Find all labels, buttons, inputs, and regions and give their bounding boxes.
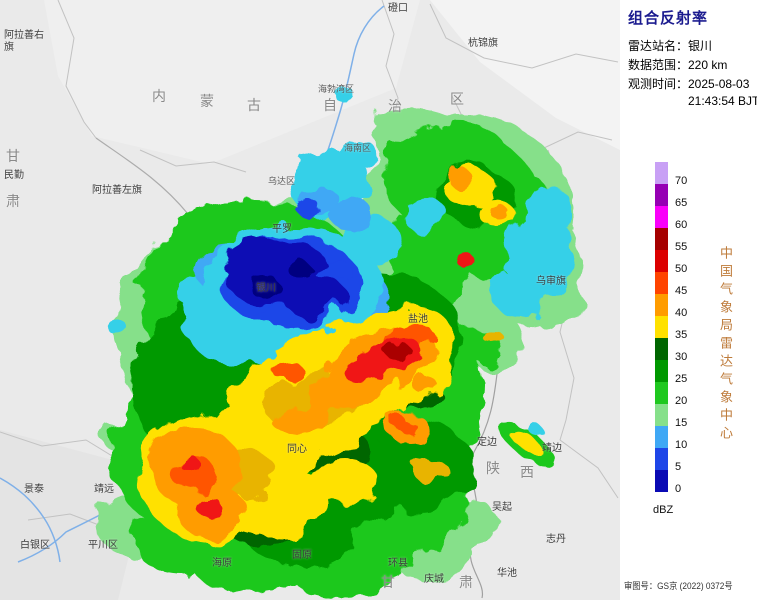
radar-echo: [340, 139, 376, 165]
radar-echo: [480, 327, 500, 341]
legend-cell: [655, 272, 668, 294]
radar-echo: [271, 359, 301, 379]
legend-cell: [655, 470, 668, 492]
obs-date: 观测时间：2025-08-03: [628, 77, 750, 91]
radar-echo: [296, 199, 320, 217]
legend-cell: [655, 316, 668, 338]
radar-echo: [457, 254, 475, 268]
radar-echo-layer: [94, 87, 585, 598]
radar-echo: [446, 168, 472, 186]
legend: 70 65 60 55 50 45 40 35 30 25 20 15 10 5 0: [655, 162, 745, 495]
radar-echo: [346, 360, 390, 384]
legend-cell: [655, 206, 668, 228]
radar-echo: [178, 454, 198, 470]
legend-value: 60: [675, 219, 688, 231]
radar-echo: [282, 274, 346, 318]
legend-bar: [655, 162, 668, 492]
radar-echo: [294, 558, 390, 598]
legend-cell: [655, 338, 668, 360]
legend-value: 25: [675, 373, 688, 385]
legend-cell: [655, 228, 668, 250]
map-approval-number: 审图号：GS京 (2022) 0372号: [624, 581, 733, 591]
obs-time: 21:43:54 BJT: [688, 94, 757, 108]
radar-echo: [409, 374, 435, 390]
radar-echo: [372, 107, 404, 129]
radar-echo: [403, 197, 447, 233]
map-canvas: [0, 0, 620, 600]
legend-value: 40: [675, 307, 688, 319]
radar-echo: [195, 496, 221, 516]
legend-value: 20: [675, 395, 688, 407]
legend-cell: [655, 184, 668, 206]
legend-value: 30: [675, 351, 688, 363]
radar-echo: [386, 343, 410, 359]
radar-echo: [313, 458, 377, 502]
legend-cell: [655, 294, 668, 316]
radar-echo: [330, 199, 374, 231]
station-name: 雷达站名：银川: [628, 39, 713, 53]
radar-echo: [335, 87, 355, 103]
cma-watermark: 中国气象局雷达气象中心: [718, 246, 733, 444]
radar-map: 磴口 杭锦旗 阿拉善右旗 民勤 阿拉善左旗 海勃湾区 海南区 乌达区 平罗 银川 乌审旗 盐池 同心 海原…: [0, 0, 620, 600]
radar-echo: [528, 185, 572, 245]
legend-cell: [655, 360, 668, 382]
radar-echo: [414, 460, 450, 484]
legend-cell: [655, 404, 668, 426]
data-range: 数据范围：220 km: [628, 58, 728, 72]
river-tributary: [0, 477, 61, 563]
legend-value: 70: [675, 175, 688, 187]
legend-cell: [655, 426, 668, 448]
legend-cell: [655, 162, 668, 184]
legend-value: 15: [675, 417, 688, 429]
legend-cell: [655, 448, 668, 470]
legend-value: 50: [675, 263, 688, 275]
info-panel: 组合反射率 雷达站名：银川 数据范围：220 km 观测时间：2025-08-0…: [620, 0, 757, 600]
radar-echo: [492, 273, 548, 317]
product-title: 组合反射率: [628, 10, 709, 27]
legend-value: 55: [675, 241, 688, 253]
radar-echo: [288, 262, 312, 278]
legend-value: 5: [675, 461, 682, 473]
legend-value: 10: [675, 439, 688, 451]
radar-echo: [248, 276, 280, 296]
radar-echo: [312, 256, 348, 280]
radar-echo: [110, 323, 130, 337]
radar-echo: [272, 400, 332, 436]
radar-echo: [491, 206, 509, 220]
radar-echo: [433, 122, 511, 178]
terrain-shading: [0, 0, 620, 600]
legend-value: 65: [675, 197, 688, 209]
radar-echo: [393, 419, 415, 431]
legend-cell: [655, 250, 668, 272]
legend-cell: [655, 382, 668, 404]
legend-value: 35: [675, 329, 688, 341]
legend-value: 45: [675, 285, 688, 297]
legend-unit: dBZ: [653, 504, 674, 516]
radar-echo: [511, 430, 543, 456]
legend-value: 0: [675, 483, 682, 495]
radar-echo: [527, 422, 545, 438]
